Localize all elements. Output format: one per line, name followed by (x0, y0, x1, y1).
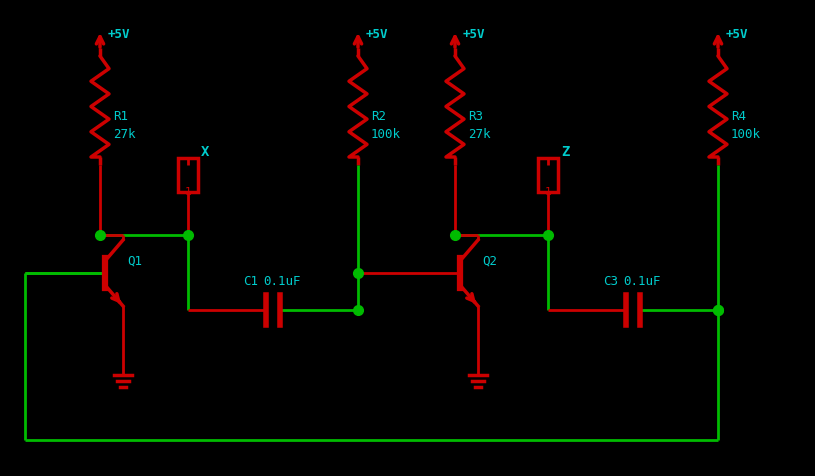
Text: Q2: Q2 (482, 255, 497, 268)
Text: 1: 1 (545, 187, 552, 197)
Text: Q1: Q1 (127, 255, 142, 268)
Text: R2: R2 (371, 110, 386, 123)
Text: 27k: 27k (468, 128, 491, 141)
Bar (178, 158, 198, 192)
Text: 0.1uF: 0.1uF (263, 275, 301, 288)
Text: R3: R3 (468, 110, 483, 123)
Text: 100k: 100k (731, 128, 761, 141)
Text: C1: C1 (243, 275, 258, 288)
Text: +5V: +5V (463, 28, 486, 41)
Bar (538, 158, 558, 192)
Text: X: X (201, 145, 209, 159)
Text: C3: C3 (603, 275, 618, 288)
Text: 1: 1 (185, 187, 192, 197)
Text: R4: R4 (731, 110, 746, 123)
Text: R1: R1 (113, 110, 128, 123)
Text: Z: Z (561, 145, 570, 159)
Text: 100k: 100k (371, 128, 401, 141)
Text: 0.1uF: 0.1uF (623, 275, 660, 288)
Text: +5V: +5V (726, 28, 748, 41)
Text: +5V: +5V (108, 28, 130, 41)
Text: +5V: +5V (366, 28, 389, 41)
Text: 27k: 27k (113, 128, 135, 141)
